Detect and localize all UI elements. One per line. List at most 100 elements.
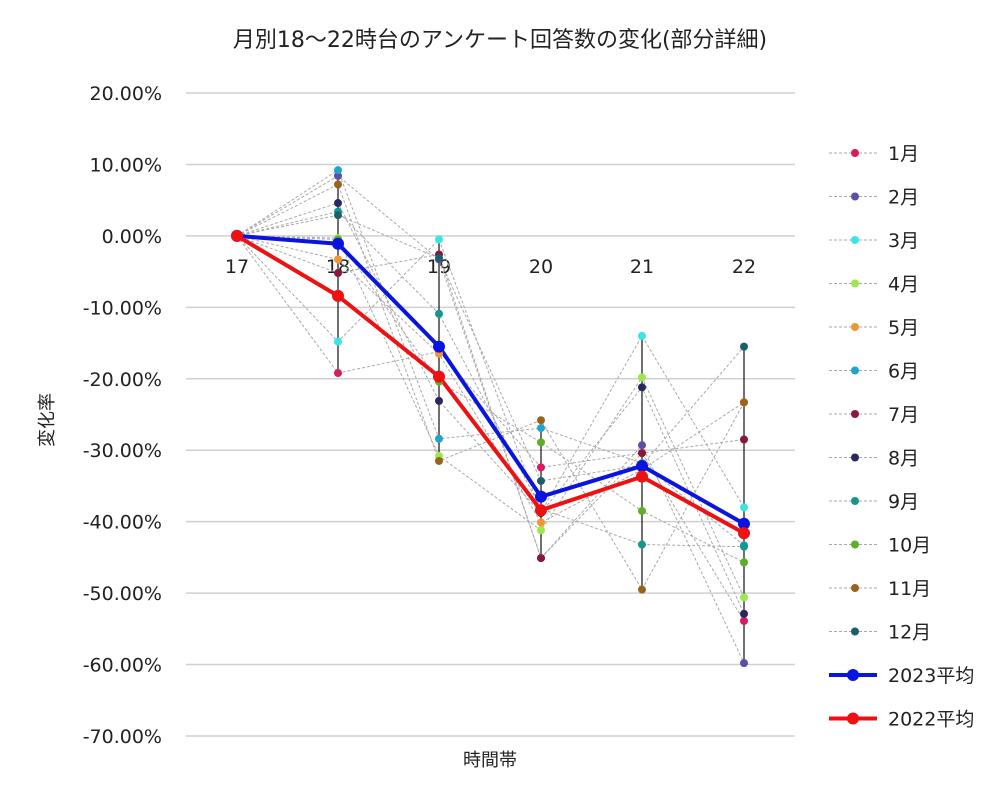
legend-marker <box>851 627 859 636</box>
legend-marker <box>847 712 859 725</box>
data-point <box>740 435 748 444</box>
series-points <box>231 166 750 668</box>
data-point <box>334 166 342 175</box>
average-point <box>231 229 243 242</box>
data-point <box>638 449 646 458</box>
legend-marker <box>851 236 859 244</box>
legend-label: 2022平均 <box>888 709 974 731</box>
legend-marker <box>851 453 859 462</box>
y-tick-label: -60.00% <box>83 655 162 677</box>
data-point <box>334 199 342 208</box>
series-line <box>236 175 745 664</box>
average-point <box>636 470 648 483</box>
series-line <box>236 169 745 546</box>
legend-label: 6月 <box>888 361 919 383</box>
legend-marker <box>847 669 859 681</box>
data-point <box>334 255 342 264</box>
legend-label: 2月 <box>888 187 919 209</box>
average-point <box>535 504 547 517</box>
x-tick-label: 21 <box>630 256 654 278</box>
legend-label: 5月 <box>888 317 919 339</box>
data-point <box>740 593 748 602</box>
data-point <box>435 309 443 318</box>
data-point <box>740 542 748 551</box>
series-line <box>236 235 745 598</box>
y-tick-label: -50.00% <box>83 583 162 605</box>
data-point <box>537 438 545 447</box>
average-point <box>332 237 344 250</box>
data-point <box>537 518 545 527</box>
y-tick-label: -30.00% <box>83 440 162 462</box>
y-tick-label: -40.00% <box>83 512 162 534</box>
legend-marker <box>851 540 859 549</box>
data-point <box>435 434 443 443</box>
data-point <box>334 211 342 220</box>
average-point <box>433 370 445 383</box>
average-point <box>433 340 445 353</box>
average-line <box>235 234 745 535</box>
data-point <box>435 235 443 244</box>
legend-marker <box>851 584 859 592</box>
data-point <box>740 558 748 567</box>
series-line <box>236 235 745 514</box>
data-point <box>638 331 646 340</box>
series-line <box>236 202 745 615</box>
y-axis-label: 変化率 <box>37 393 58 447</box>
legend: 1月 2月 3月 4月 5月 6月 7月 8月 9月 10月 11月 12月 2023平均 2022平均 <box>829 143 974 731</box>
legend-label: 11月 <box>888 578 931 600</box>
series-line <box>236 235 745 560</box>
legend-label: 2023平均 <box>888 665 974 687</box>
data-point <box>537 424 545 433</box>
legend-label: 3月 <box>888 230 919 252</box>
x-tick-label: 17 <box>225 256 249 278</box>
y-axis-ticks: 20.00% 10.00% 0.00% -10.00% -20.00% -30.00% -4… <box>83 83 162 748</box>
data-point <box>537 526 545 535</box>
series-lines <box>235 169 745 664</box>
data-point <box>435 456 443 465</box>
data-point <box>638 373 646 382</box>
legend-marker <box>851 366 859 375</box>
legend-marker <box>851 192 859 201</box>
legend-marker <box>851 149 859 157</box>
y-tick-label: 20.00% <box>90 83 162 105</box>
data-point <box>537 476 545 485</box>
data-point <box>638 540 646 549</box>
y-tick-label: -20.00% <box>83 369 162 391</box>
data-point <box>740 503 748 512</box>
legend-label: 9月 <box>888 491 919 513</box>
series-line <box>236 214 745 482</box>
data-point <box>638 383 646 392</box>
data-point <box>334 180 342 189</box>
data-point <box>435 254 443 263</box>
average-point <box>535 490 547 503</box>
legend-label: 10月 <box>888 535 931 557</box>
gridlines <box>186 92 795 737</box>
y-tick-label: -70.00% <box>83 726 162 748</box>
data-point <box>334 337 342 346</box>
data-point <box>638 585 646 594</box>
data-point <box>537 463 545 472</box>
legend-marker <box>851 323 859 331</box>
legend-label: 1月 <box>888 143 919 165</box>
chart-title: 月別18～22時台のアンケート回答数の変化(部分詳細) <box>233 28 767 53</box>
y-tick-label: 0.00% <box>102 226 162 248</box>
legend-label: 7月 <box>888 404 919 426</box>
data-point <box>740 398 748 407</box>
average-point <box>738 527 750 540</box>
data-point <box>638 506 646 515</box>
data-point <box>334 369 342 378</box>
legend-marker <box>851 279 859 288</box>
legend-label: 12月 <box>888 622 931 644</box>
x-tick-label: 20 <box>529 256 553 278</box>
x-tick-label: 22 <box>732 256 756 278</box>
average-point <box>738 517 750 530</box>
data-point <box>537 554 545 563</box>
y-tick-label: 10.00% <box>90 154 162 176</box>
data-point <box>334 269 342 278</box>
data-point <box>740 659 748 668</box>
legend-marker <box>851 497 859 505</box>
series-line <box>236 235 745 524</box>
legend-label: 4月 <box>888 274 919 296</box>
